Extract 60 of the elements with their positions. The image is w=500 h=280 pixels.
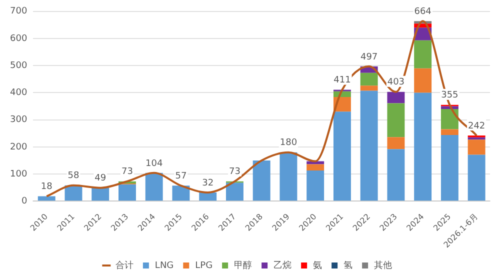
bar xyxy=(360,90,378,201)
bar xyxy=(387,92,405,104)
data-label: 180 xyxy=(280,138,298,148)
bar xyxy=(414,40,432,68)
data-label: 57 xyxy=(175,172,187,182)
data-label: 32 xyxy=(202,178,214,188)
y-tick-label: 0 xyxy=(21,196,28,206)
bar xyxy=(92,188,110,201)
y-tick-label: 300 xyxy=(10,115,28,126)
data-label: 73 xyxy=(228,167,240,178)
y-tick-label: 400 xyxy=(10,88,28,98)
data-label: 104 xyxy=(146,158,163,169)
legend-label: 乙烷 xyxy=(274,260,292,271)
bar xyxy=(468,140,486,155)
y-tick-label: 100 xyxy=(10,169,28,180)
bar xyxy=(468,154,486,201)
bar xyxy=(387,149,405,201)
data-label: 73 xyxy=(122,167,133,178)
legend-label: 其他 xyxy=(374,260,392,271)
data-label: 242 xyxy=(468,121,486,132)
data-label: 497 xyxy=(360,52,378,62)
bar xyxy=(145,172,163,201)
bar xyxy=(440,108,458,130)
bar xyxy=(280,152,298,201)
legend-label: 氢 xyxy=(344,260,353,271)
bar xyxy=(387,137,405,150)
data-label: 355 xyxy=(441,90,458,101)
legend-label: LNG xyxy=(154,260,174,271)
bar xyxy=(360,86,378,91)
bar xyxy=(38,196,56,201)
bar xyxy=(118,184,136,201)
data-label: 18 xyxy=(40,182,53,192)
legend-label: 甲醇 xyxy=(234,260,252,271)
bar xyxy=(306,164,324,170)
data-label: 411 xyxy=(334,76,351,86)
bar xyxy=(468,137,486,140)
y-tick-label: 500 xyxy=(10,60,28,71)
bar xyxy=(172,186,190,201)
y-tick-label: 700 xyxy=(10,6,28,17)
bar xyxy=(440,134,458,201)
legend-label: 氨 xyxy=(313,260,322,271)
legend-label: 合计 xyxy=(115,260,134,271)
y-tick-label: 200 xyxy=(10,142,28,152)
data-label: 49 xyxy=(94,174,106,184)
bar xyxy=(199,192,217,201)
bar xyxy=(306,161,324,164)
data-label: 403 xyxy=(387,78,405,88)
data-label: 664 xyxy=(414,7,432,17)
bar xyxy=(252,160,270,201)
y-tick-label: 600 xyxy=(10,34,28,44)
legend-label: LPG xyxy=(195,260,213,271)
bar xyxy=(414,92,432,201)
bar xyxy=(387,103,405,138)
bar xyxy=(360,72,378,86)
bar xyxy=(440,129,458,135)
bar xyxy=(414,68,432,93)
data-label: 58 xyxy=(68,171,80,182)
bar xyxy=(226,182,244,201)
bar xyxy=(306,170,324,201)
bar xyxy=(333,112,351,201)
